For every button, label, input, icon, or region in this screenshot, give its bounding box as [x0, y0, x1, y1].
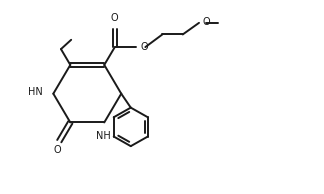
Text: HN: HN — [28, 87, 42, 97]
Text: O: O — [54, 145, 61, 155]
Text: O: O — [140, 42, 148, 52]
Text: O: O — [202, 16, 210, 27]
Text: O: O — [111, 13, 119, 23]
Text: NH: NH — [96, 131, 110, 141]
